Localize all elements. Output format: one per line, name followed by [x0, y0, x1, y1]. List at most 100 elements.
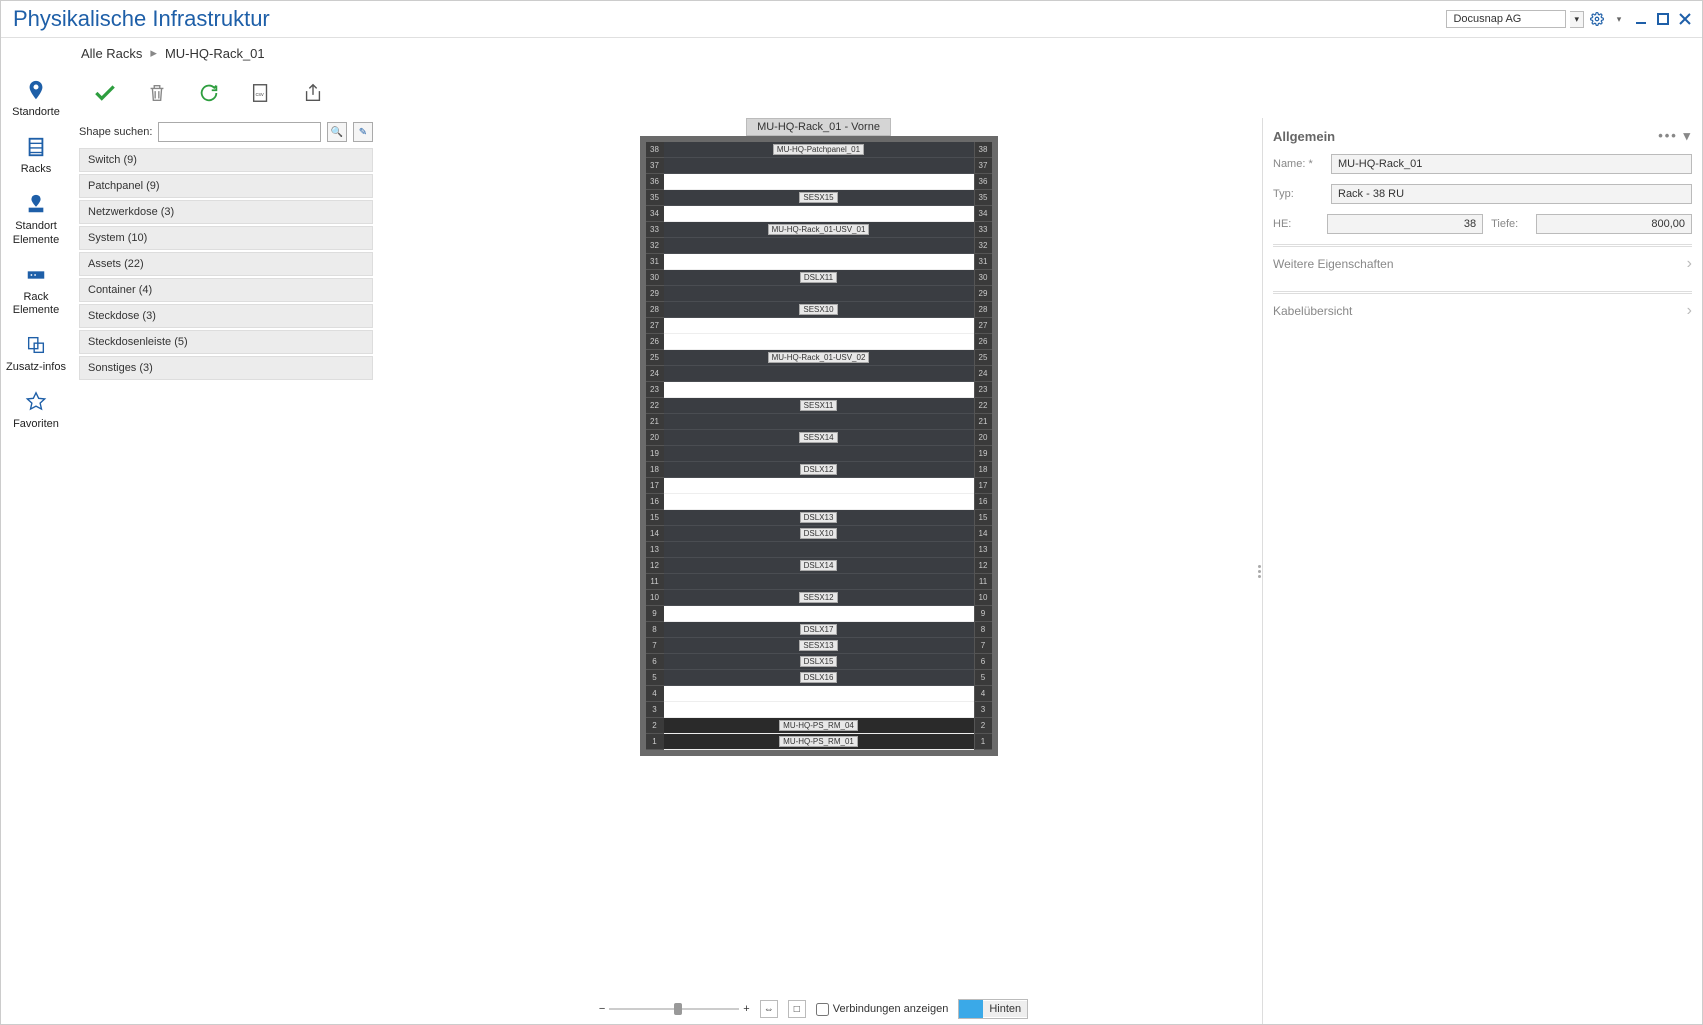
rack-slot[interactable]: DSLX15 [664, 654, 974, 670]
edit-search-button[interactable]: ✎ [353, 122, 373, 142]
rack-unit[interactable]: 3131 [646, 254, 992, 270]
rack-unit[interactable]: 12DSLX1412 [646, 558, 992, 574]
rack-slot[interactable] [664, 254, 974, 270]
rack-slot[interactable] [664, 238, 974, 254]
rack-unit[interactable]: 2323 [646, 382, 992, 398]
flip-rack-button[interactable]: Hinten [958, 999, 1028, 1019]
rack-slot[interactable]: DSLX13 [664, 510, 974, 526]
shape-category[interactable]: Netzwerkdose (3) [79, 200, 373, 224]
rack-unit[interactable]: 30DSLX1130 [646, 270, 992, 286]
rack-slot[interactable]: SESX10 [664, 302, 974, 318]
rack-unit[interactable]: 3737 [646, 158, 992, 174]
rack-unit[interactable]: 44 [646, 686, 992, 702]
rack-slot[interactable] [664, 286, 974, 302]
maximize-button[interactable] [1654, 10, 1672, 28]
tenant-select[interactable]: Docusnap AG [1446, 10, 1566, 28]
rack-slot[interactable]: DSLX17 [664, 622, 974, 638]
nav-standort-elemente[interactable]: Standort Elemente [1, 184, 71, 254]
nav-favoriten[interactable]: Favoriten [1, 382, 71, 439]
rack-slot[interactable] [664, 382, 974, 398]
zoom-out-button[interactable]: − [599, 1003, 605, 1015]
rack-unit[interactable]: 8DSLX178 [646, 622, 992, 638]
rack-unit[interactable]: 2424 [646, 366, 992, 382]
minimize-button[interactable] [1632, 10, 1650, 28]
rack-unit[interactable]: 3636 [646, 174, 992, 190]
rack-slot[interactable]: DSLX12 [664, 462, 974, 478]
rack-unit[interactable]: 28SESX1028 [646, 302, 992, 318]
rack-unit[interactable]: 3232 [646, 238, 992, 254]
rack-unit[interactable]: 1616 [646, 494, 992, 510]
rack-unit[interactable]: 2121 [646, 414, 992, 430]
shape-category[interactable]: Switch (9) [79, 148, 373, 172]
gear-dropdown[interactable]: ▾ [1610, 10, 1628, 28]
rack-unit[interactable]: 38MU-HQ-Patchpanel_0138 [646, 142, 992, 158]
nav-rack-elemente[interactable]: Rack Elemente [1, 255, 71, 325]
rack-slot[interactable]: SESX11 [664, 398, 974, 414]
shape-category[interactable]: Steckdose (3) [79, 304, 373, 328]
rack-unit[interactable]: 33 [646, 702, 992, 718]
rack-unit[interactable]: 2MU-HQ-PS_RM_042 [646, 718, 992, 734]
props-menu-button[interactable]: ••• ▾ [1658, 128, 1692, 144]
close-button[interactable] [1676, 10, 1694, 28]
rack-unit[interactable]: 3434 [646, 206, 992, 222]
breadcrumb-current[interactable]: MU-HQ-Rack_01 [165, 46, 265, 61]
rack-slot[interactable] [664, 206, 974, 222]
rack-slot[interactable]: DSLX16 [664, 670, 974, 686]
rack-slot[interactable] [664, 478, 974, 494]
rack-slot[interactable] [664, 686, 974, 702]
rack-slot[interactable]: SESX15 [664, 190, 974, 206]
cable-overview-expand[interactable]: Kabelübersicht › [1273, 291, 1692, 328]
rack-slot[interactable]: DSLX10 [664, 526, 974, 542]
rack-unit[interactable]: 5DSLX165 [646, 670, 992, 686]
rack-unit[interactable]: 2929 [646, 286, 992, 302]
rack-slot[interactable] [664, 494, 974, 510]
tiefe-input[interactable] [1536, 214, 1692, 234]
rack-unit[interactable]: 1313 [646, 542, 992, 558]
nav-racks[interactable]: Racks [1, 127, 71, 184]
rack-unit[interactable]: 2727 [646, 318, 992, 334]
rack-unit[interactable]: 7SESX137 [646, 638, 992, 654]
show-connections-checkbox[interactable] [816, 1003, 829, 1016]
csv-export-button[interactable]: csv [247, 79, 275, 107]
rack-unit[interactable]: 1MU-HQ-PS_RM_011 [646, 734, 992, 750]
rack-slot[interactable] [664, 702, 974, 718]
rack-unit[interactable]: 18DSLX1218 [646, 462, 992, 478]
shape-category[interactable]: Container (4) [79, 278, 373, 302]
nav-standorte[interactable]: Standorte [1, 70, 71, 127]
rack-unit[interactable]: 15DSLX1315 [646, 510, 992, 526]
breadcrumb-root[interactable]: Alle Racks [81, 46, 142, 61]
fit-width-button[interactable]: ⇔ [760, 1000, 778, 1018]
tenant-dropdown-button[interactable]: ▾ [1570, 11, 1584, 28]
rack-slot[interactable] [664, 414, 974, 430]
nav-zusatz-infos[interactable]: Zusatz-infos [1, 325, 71, 382]
rack-slot[interactable]: MU-HQ-Patchpanel_01 [664, 142, 974, 158]
typ-input[interactable] [1331, 184, 1692, 204]
fit-page-button[interactable]: □ [788, 1000, 806, 1018]
shape-category[interactable]: Sonstiges (3) [79, 356, 373, 380]
export-button[interactable] [299, 79, 327, 107]
delete-button[interactable] [143, 79, 171, 107]
rack-slot[interactable]: MU-HQ-PS_RM_01 [664, 734, 974, 750]
rack-slot[interactable]: DSLX11 [664, 270, 974, 286]
rack-slot[interactable] [664, 574, 974, 590]
rack-slot[interactable]: SESX12 [664, 590, 974, 606]
rack-slot[interactable] [664, 446, 974, 462]
rack-slot[interactable]: MU-HQ-Rack_01-USV_01 [664, 222, 974, 238]
shape-category[interactable]: Steckdosenleiste (5) [79, 330, 373, 354]
rack-slot[interactable] [664, 158, 974, 174]
shape-category[interactable]: Patchpanel (9) [79, 174, 373, 198]
shape-search-input[interactable] [158, 122, 321, 142]
rack-unit[interactable]: 22SESX1122 [646, 398, 992, 414]
zoom-slider[interactable] [609, 1008, 739, 1010]
name-input[interactable] [1331, 154, 1692, 174]
rack-slot[interactable] [664, 174, 974, 190]
more-properties-expand[interactable]: Weitere Eigenschaften › [1273, 244, 1692, 281]
rack-unit[interactable]: 35SESX1535 [646, 190, 992, 206]
rack-slot[interactable] [664, 318, 974, 334]
refresh-button[interactable] [195, 79, 223, 107]
rack-unit[interactable]: 6DSLX156 [646, 654, 992, 670]
rack-slot[interactable] [664, 366, 974, 382]
rack-slot[interactable]: SESX14 [664, 430, 974, 446]
he-input[interactable] [1327, 214, 1483, 234]
rack-unit[interactable]: 14DSLX1014 [646, 526, 992, 542]
